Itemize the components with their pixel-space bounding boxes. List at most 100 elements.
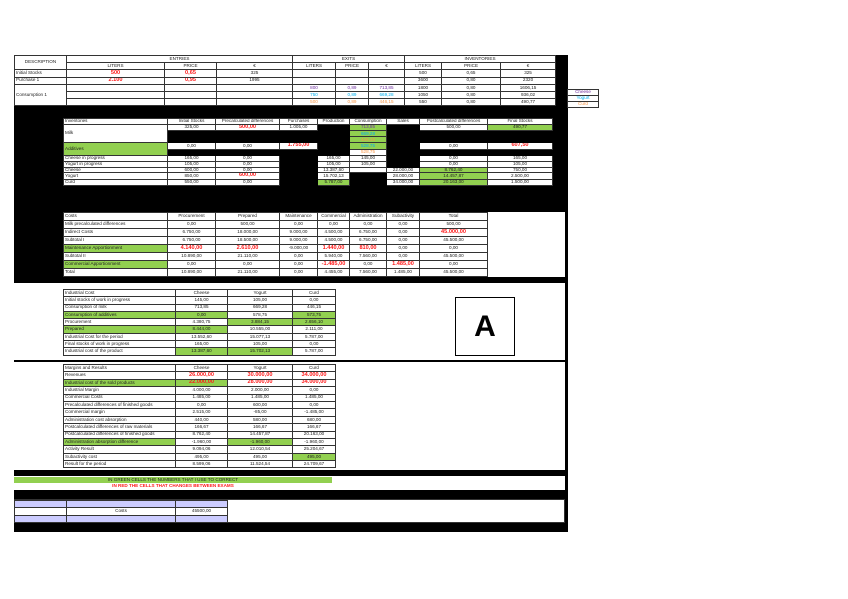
value-cell[interactable]: 8.599,06 — [175, 460, 228, 469]
value-cell[interactable]: 500,00 — [419, 220, 488, 229]
row-label-cell[interactable]: Commercial Costs — [63, 393, 176, 402]
value-cell[interactable]: 810,00 — [349, 244, 387, 253]
value-cell[interactable]: 2.515,00 — [175, 408, 228, 417]
row-label-cell[interactable]: Commercial Apportionment — [63, 260, 168, 269]
value-cell[interactable]: 0,00 — [215, 142, 280, 150]
value-cell[interactable]: 0,00 — [215, 260, 280, 269]
value-cell[interactable]: 1.485,00 — [292, 393, 336, 402]
value-cell[interactable]: 4.500,00 — [317, 228, 350, 237]
value-cell[interactable]: 5.787,00 — [317, 179, 350, 186]
row-label-cell[interactable]: Margins and Results — [63, 363, 176, 373]
value-cell[interactable]: Prepared — [215, 212, 280, 221]
value-cell[interactable]: 45500,00 — [175, 507, 228, 516]
value-cell[interactable]: Administration — [349, 212, 387, 221]
value-cell[interactable]: 0,00 — [349, 260, 387, 269]
value-cell[interactable]: 21.110,00 — [215, 268, 280, 277]
row-label-cell[interactable]: Subtotal II — [63, 252, 168, 261]
row-label-cell[interactable]: Subtotal I — [63, 236, 168, 245]
value-cell[interactable]: 1.440,00 — [317, 244, 350, 253]
value-cell[interactable]: 1.485,00 — [386, 260, 420, 269]
value-cell[interactable]: 0,80 — [441, 76, 502, 85]
blank-cell[interactable] — [279, 179, 318, 186]
blank-cell[interactable] — [487, 130, 553, 138]
value-cell[interactable]: 500 — [404, 69, 443, 78]
row-label-cell[interactable]: Additives — [63, 142, 168, 156]
value-cell[interactable]: Subactivity — [386, 212, 420, 221]
blank-cell[interactable] — [349, 172, 387, 180]
value-cell[interactable]: 600,00 — [227, 400, 293, 410]
value-cell[interactable]: 0,00 — [292, 340, 336, 349]
value-cell[interactable]: 2.656,10 — [292, 318, 336, 327]
value-cell[interactable]: 1.485,00 — [227, 393, 293, 402]
row-label-cell[interactable]: Industrial cost of the sold products — [63, 378, 176, 388]
value-cell[interactable]: Cheese — [175, 288, 228, 298]
value-cell[interactable] — [216, 83, 293, 92]
value-cell[interactable] — [66, 83, 165, 92]
value-cell[interactable]: 0,00 — [317, 220, 350, 229]
value-cell[interactable]: 105,00 — [227, 340, 293, 349]
value-cell[interactable]: 2.000,00 — [227, 386, 293, 395]
row-label-cell[interactable]: Industrial cost of the product — [63, 347, 176, 356]
value-cell[interactable]: 21.110,00 — [215, 252, 280, 261]
value-cell[interactable]: 166,67 — [292, 423, 336, 432]
value-cell[interactable]: 2.500,00 — [487, 172, 553, 180]
value-cell[interactable]: Yogurt — [227, 363, 293, 373]
row-label-cell[interactable] — [14, 507, 67, 516]
value-cell[interactable] — [216, 90, 293, 100]
value-cell[interactable]: 550 — [404, 98, 443, 107]
value-cell[interactable]: -1.485,00 — [292, 408, 336, 417]
value-cell[interactable]: 0,00 — [386, 252, 420, 261]
value-cell[interactable]: 8.762,40 — [175, 430, 228, 439]
value-cell[interactable]: 4.455,00 — [317, 268, 350, 277]
value-cell[interactable]: 1.755,00 — [279, 142, 318, 150]
row-label-cell[interactable]: Industrial Margin — [63, 386, 176, 395]
row-label-cell[interactable]: Procurement — [63, 318, 176, 327]
value-cell[interactable]: LITERS — [404, 62, 443, 71]
value-cell[interactable]: 0,80 — [441, 98, 502, 107]
value-cell[interactable]: 1050 — [404, 90, 443, 100]
value-cell[interactable]: Yogurt — [227, 288, 293, 298]
value-cell[interactable]: 500 — [292, 98, 336, 107]
value-cell[interactable]: Precalculated differences — [215, 118, 280, 125]
value-cell[interactable]: € — [500, 62, 557, 71]
value-cell[interactable]: 0,00 — [279, 260, 318, 269]
value-cell[interactable]: 2.111,00 — [292, 325, 336, 334]
value-cell[interactable]: 500,00 — [215, 220, 280, 229]
value-cell[interactable]: Final Stocks — [487, 118, 553, 125]
value-cell[interactable]: 165,00 — [487, 154, 553, 162]
value-cell[interactable]: 446,15 — [292, 303, 336, 312]
value-cell[interactable]: 0,80 — [441, 83, 502, 92]
value-cell[interactable]: 0,80 — [441, 90, 502, 100]
value-cell[interactable] — [367, 69, 406, 78]
value-cell[interactable]: PRICE — [164, 62, 217, 71]
value-cell[interactable]: 713,85 — [349, 123, 387, 132]
value-cell[interactable]: 3600 — [404, 76, 443, 85]
value-cell[interactable]: 750 — [292, 90, 336, 100]
value-cell[interactable]: 669,28 — [367, 90, 406, 100]
value-cell[interactable]: 0,00 — [349, 220, 387, 229]
value-cell[interactable]: 9.000,00 — [279, 228, 318, 237]
value-cell[interactable] — [292, 76, 336, 85]
blank-cell[interactable] — [317, 142, 350, 150]
value-cell[interactable]: 500,00 — [215, 123, 280, 132]
row-label-cell[interactable]: Commercial margin — [63, 408, 176, 417]
value-cell[interactable]: 713,85 — [367, 83, 406, 92]
value-cell[interactable]: 1.500,00 — [487, 179, 553, 186]
value-cell[interactable]: 45.000,00 — [419, 228, 488, 237]
value-cell[interactable] — [164, 98, 217, 107]
row-label-cell[interactable]: Milk precalculated differences — [63, 220, 168, 229]
value-cell[interactable] — [66, 499, 176, 509]
value-cell[interactable]: 325 — [500, 69, 557, 78]
value-cell[interactable]: 34.000,00 — [292, 378, 336, 388]
value-cell[interactable]: 25.204,67 — [292, 445, 336, 454]
row-label-cell[interactable] — [66, 90, 165, 100]
value-cell[interactable]: 528,75 — [349, 142, 387, 150]
value-cell[interactable]: 495,00 — [227, 452, 293, 462]
value-cell[interactable]: 440,00 — [175, 415, 228, 425]
value-cell[interactable]: 45.500,00 — [419, 252, 488, 261]
value-cell[interactable]: -1.960,00 — [227, 437, 293, 447]
row-label-cell[interactable]: Yogurt — [63, 172, 168, 180]
value-cell[interactable]: 4.140,00 — [167, 244, 216, 253]
value-cell[interactable]: 713,85 — [175, 303, 228, 312]
value-cell[interactable]: -9.000,00 — [279, 244, 318, 253]
